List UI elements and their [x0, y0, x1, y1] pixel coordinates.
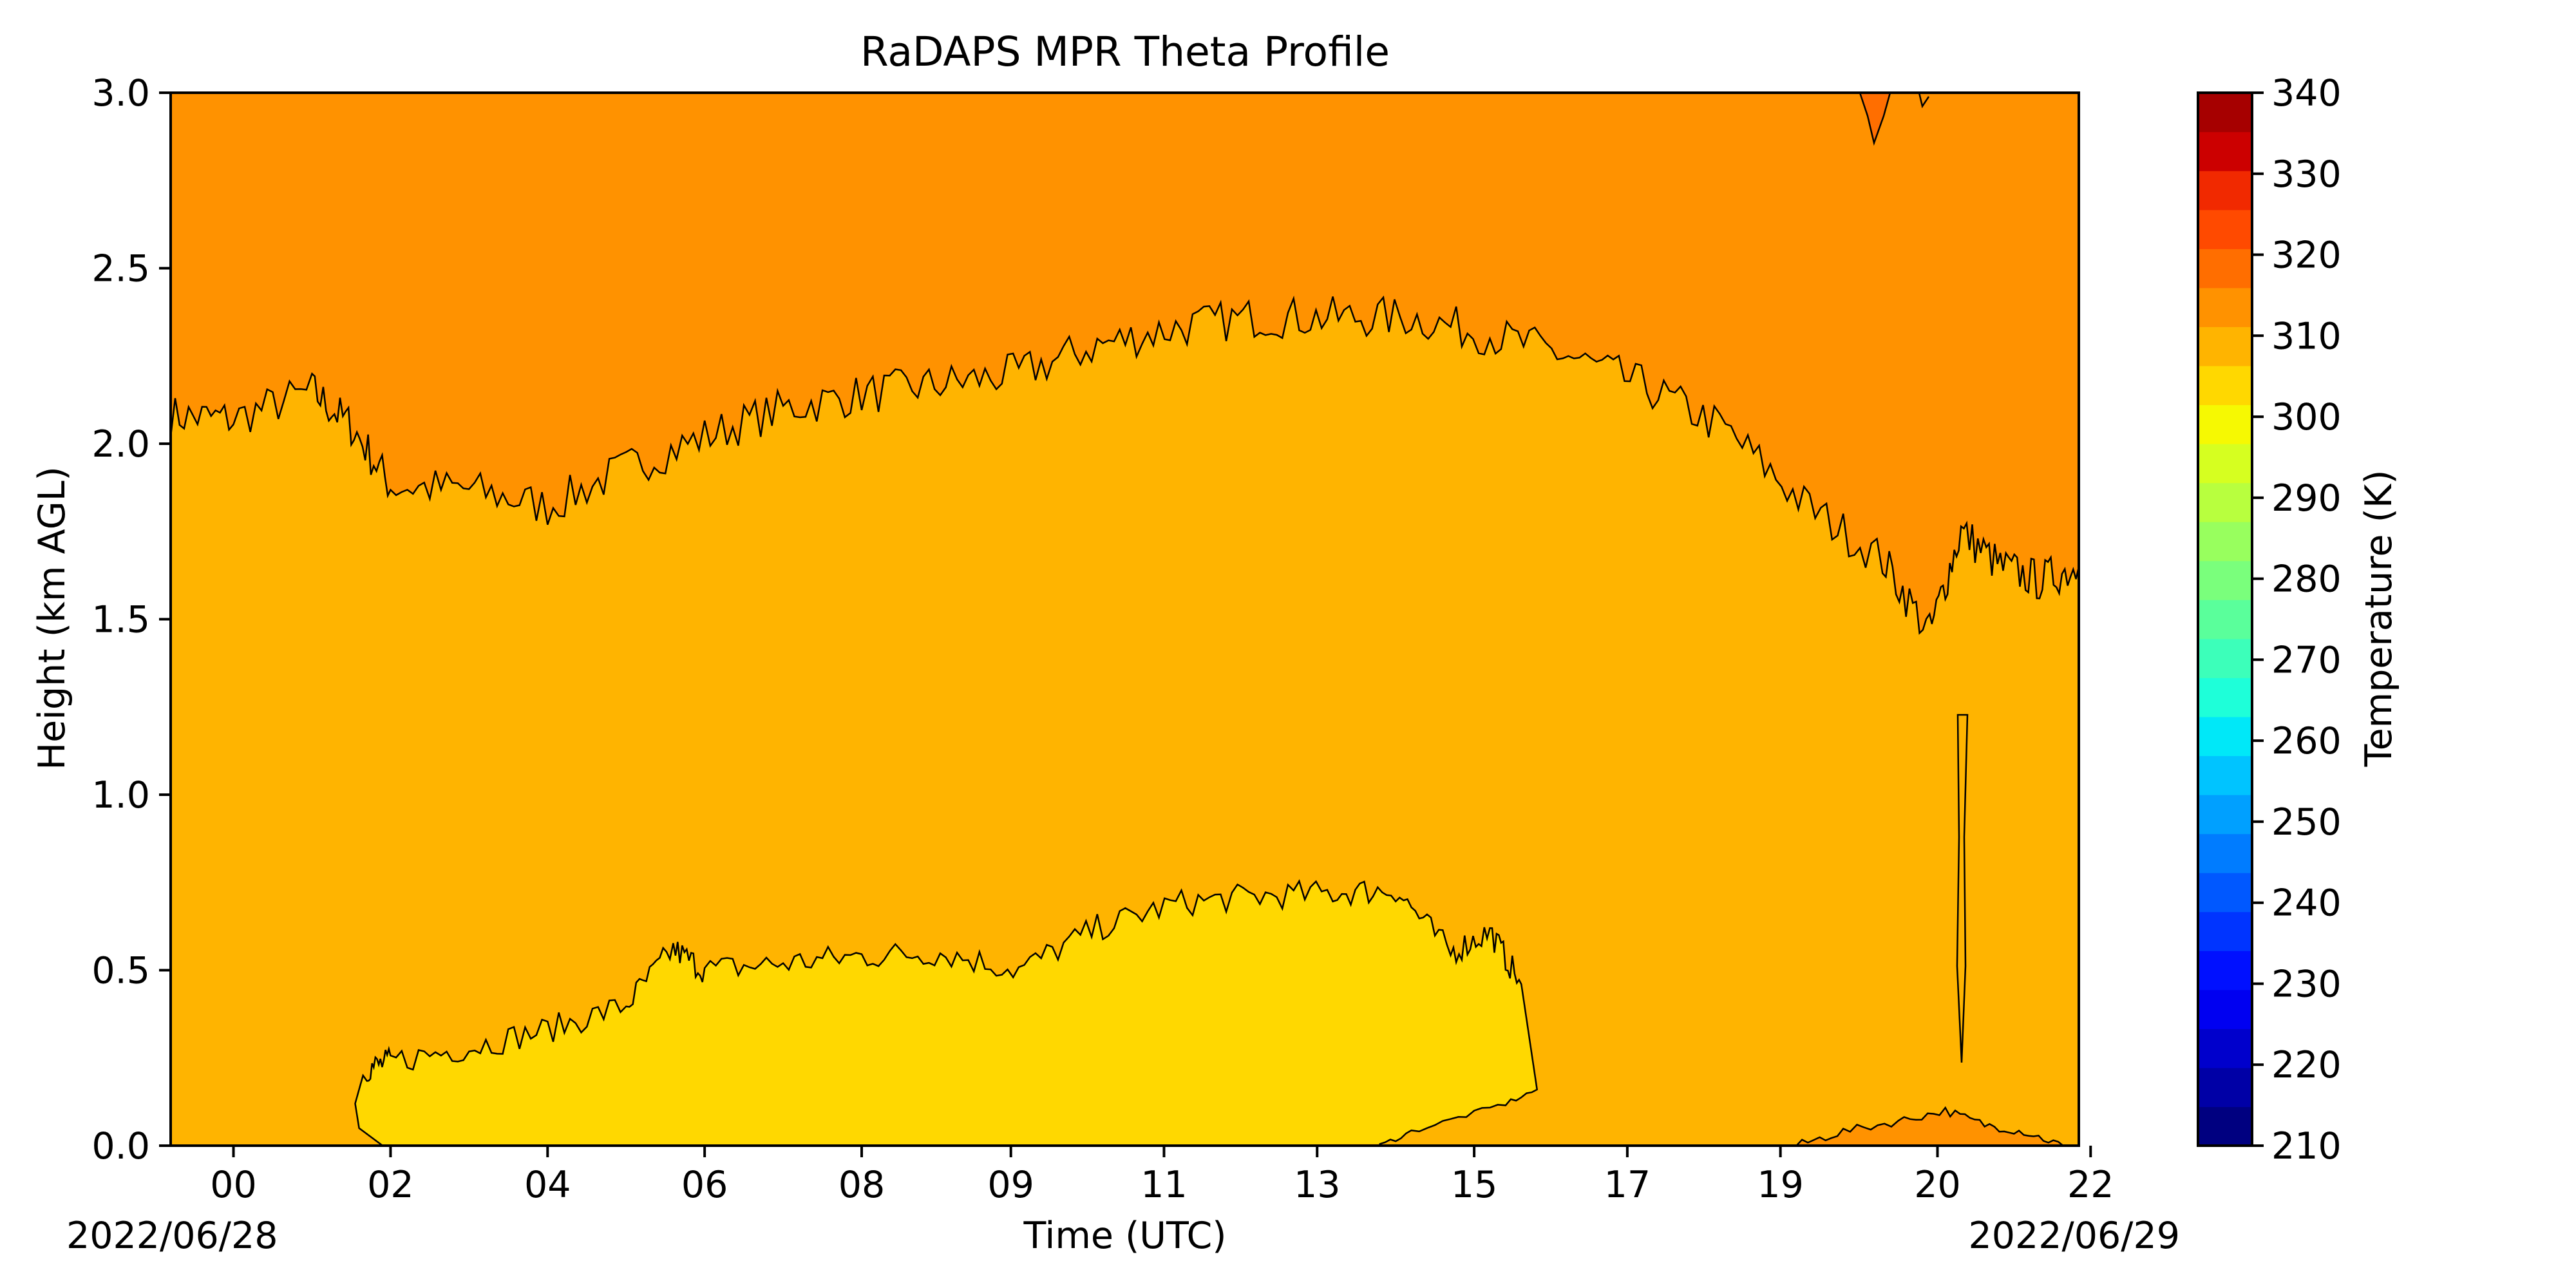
x-tick-label: 00	[210, 1164, 257, 1206]
colorbar-swatch	[2198, 444, 2252, 484]
start-date-label: 2022/06/28	[66, 1215, 278, 1257]
colorbar-tick-label: 290	[2271, 477, 2342, 520]
colorbar-swatches	[2198, 93, 2252, 1146]
y-tick-label: 2.0	[91, 423, 150, 466]
colorbar-tick-label: 300	[2271, 396, 2342, 439]
x-tick-label: 13	[1294, 1164, 1341, 1206]
x-tick-label: 06	[681, 1164, 728, 1206]
x-axis-label: Time (UTC)	[1023, 1215, 1226, 1257]
region-theta-300-305	[171, 296, 2079, 1146]
x-tick-label: 22	[2067, 1164, 2114, 1206]
colorbar-swatch	[2198, 209, 2252, 249]
colorbar-tick-label: 220	[2271, 1044, 2342, 1086]
warm-spike-upper	[1860, 93, 1890, 143]
colorbar-tick-label: 240	[2271, 882, 2342, 925]
y-tick-label: 1.0	[91, 774, 150, 817]
colorbar-tick-label: 250	[2271, 801, 2342, 844]
colorbar-frame	[2197, 91, 2253, 1147]
colorbar-swatch	[2198, 131, 2252, 171]
colorbar-swatch	[2198, 1028, 2252, 1068]
colorbar-swatch	[2198, 951, 2252, 990]
colorbar-swatch	[2198, 171, 2252, 211]
x-tick-label: 15	[1451, 1164, 1498, 1206]
colorbar-swatch	[2198, 600, 2252, 639]
y-axis: 0.0 0.5 1.0 1.5 2.0 2.5 3.0	[91, 72, 171, 1168]
colorbar-swatch	[2198, 404, 2252, 444]
colorbar-label: Temperature (K)	[2358, 469, 2400, 767]
end-date-label: 2022/06/29	[1968, 1215, 2180, 1257]
colorbar-swatch	[2198, 833, 2252, 873]
x-tick-label: 04	[524, 1164, 571, 1206]
y-tick-label: 1.5	[91, 599, 150, 641]
colorbar-swatch	[2198, 365, 2252, 406]
colorbar-swatch	[2198, 1067, 2252, 1108]
contour-upper-boundary	[171, 295, 2079, 635]
warm-patch-near-surface	[1796, 1108, 2063, 1146]
y-tick-label: 2.5	[91, 248, 150, 290]
y-tick-label: 0.0	[91, 1125, 150, 1168]
colorbar-swatch	[2198, 638, 2252, 678]
colorbar-tick-label: 230	[2271, 963, 2342, 1005]
colorbar-tick-label: 320	[2271, 234, 2342, 277]
colorbar-swatch	[2198, 287, 2252, 327]
contour-thin-column	[1956, 714, 1969, 1063]
x-tick-label: 20	[1914, 1164, 1961, 1206]
region-theta-295-300	[355, 881, 1537, 1146]
colorbar-tick-label: 340	[2271, 72, 2342, 115]
plot-area	[169, 91, 2080, 1147]
contour-cool-layer	[354, 879, 1539, 1146]
y-tick-label: 0.5	[91, 950, 150, 992]
x-tick-label: 19	[1757, 1164, 1804, 1206]
colorbar-swatch	[2198, 989, 2252, 1029]
colorbar-swatch	[2198, 755, 2252, 795]
chart-title: RaDAPS MPR Theta Profile	[860, 28, 1390, 75]
colorbar-tick-label: 270	[2271, 639, 2342, 681]
colorbar-swatch	[2198, 677, 2252, 717]
colorbar-swatch	[2198, 795, 2252, 835]
colorbar-swatch	[2198, 716, 2252, 757]
colorbar-swatch	[2198, 560, 2252, 600]
colorbar-swatch	[2198, 522, 2252, 562]
x-tick-label: 11	[1141, 1164, 1188, 1206]
colorbar-tick-label: 280	[2271, 558, 2342, 601]
x-axis: 00 02 04 06 08 09 11 13 15 17 19 20 22	[210, 1146, 2114, 1206]
colorbar-swatch	[2198, 327, 2252, 366]
x-tick-label: 09	[987, 1164, 1034, 1206]
contour-upper-spike	[1859, 93, 1891, 146]
x-tick-label: 17	[1604, 1164, 1651, 1206]
colorbar-tick-label: 310	[2271, 315, 2342, 357]
colorbar-swatch	[2198, 1106, 2252, 1146]
colorbar: 210 220 230 240 250 260 270 280 290 300 310 320 330 3…	[2197, 72, 2400, 1168]
colorbar-swatch	[2198, 873, 2252, 913]
x-tick-label: 08	[838, 1164, 886, 1206]
y-axis-label: Height (km AGL)	[31, 466, 73, 770]
colorbar-swatch	[2198, 93, 2252, 133]
contour-warm-patch	[1795, 1106, 2064, 1146]
contour-upper-right	[1918, 93, 1930, 109]
colorbar-ticks: 210 220 230 240 250 260 270 280 290 300 310 320 330 3…	[2252, 72, 2342, 1168]
colorbar-tick-label: 260	[2271, 720, 2342, 762]
y-tick-label: 3.0	[91, 72, 150, 115]
colorbar-tick-label: 210	[2271, 1125, 2342, 1168]
colorbar-swatch	[2198, 482, 2252, 522]
colorbar-tick-label: 330	[2271, 153, 2342, 196]
colorbar-swatch	[2198, 911, 2252, 951]
colorbar-swatch	[2198, 249, 2252, 289]
x-tick-label: 02	[367, 1164, 414, 1206]
